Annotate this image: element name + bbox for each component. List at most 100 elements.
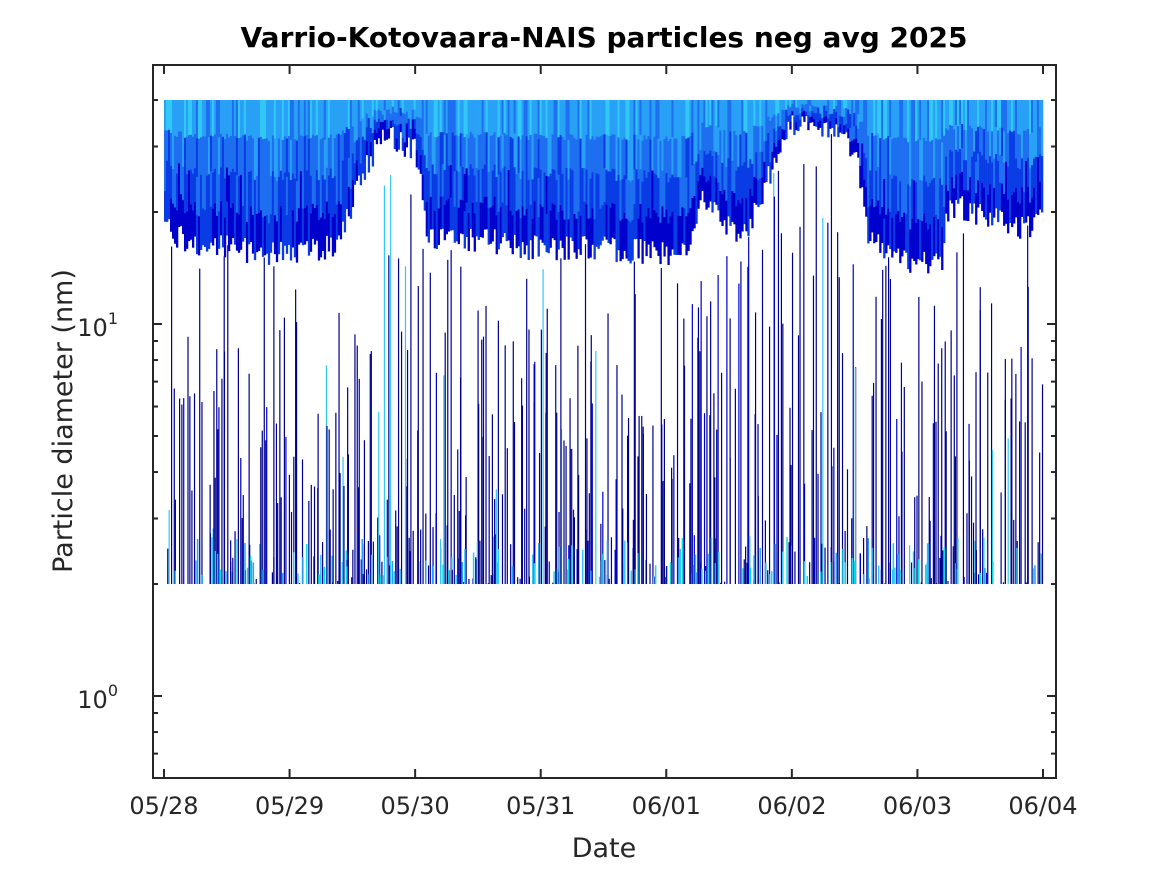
heatmap-cell	[365, 141, 369, 156]
heatmap-cell	[547, 214, 550, 254]
heatmap-cell	[943, 171, 946, 208]
heatmap-cell	[677, 215, 680, 255]
heatmap-cell	[851, 127, 854, 142]
heatmap-cell	[837, 100, 840, 110]
heatmap-cell	[541, 206, 544, 243]
heatmap-streak	[645, 493, 648, 585]
heatmap-cell	[217, 137, 221, 175]
heatmap-cell	[633, 100, 636, 136]
heatmap-streak	[410, 194, 412, 585]
heatmap-cell	[349, 159, 353, 190]
heatmap-cell	[865, 187, 868, 217]
heatmap-cell	[773, 100, 776, 115]
heatmap-cell	[805, 103, 808, 109]
heatmap-cell	[791, 100, 794, 105]
heatmap-cell	[195, 138, 199, 178]
heatmap-cell	[765, 140, 768, 162]
heatmap-streak	[399, 568, 402, 585]
heatmap-cell	[349, 188, 353, 219]
heatmap-cell	[169, 132, 173, 167]
heatmap-cell	[623, 100, 626, 139]
heatmap-streak	[174, 570, 176, 585]
heatmap-cell	[343, 100, 347, 134]
heatmap-cell	[485, 100, 488, 133]
heatmap-cell	[753, 125, 756, 152]
heatmap-cell	[597, 100, 600, 138]
heatmap-streak	[338, 312, 340, 585]
heatmap-cell	[935, 176, 938, 216]
heatmap-streak	[764, 520, 766, 585]
heatmap-cell	[459, 133, 462, 167]
heatmap-cell	[829, 100, 832, 108]
heatmap-cell	[307, 177, 311, 217]
heatmap-streak	[786, 537, 788, 585]
heatmap-streak	[351, 577, 353, 585]
heatmap-cell	[555, 100, 558, 141]
heatmap-cell	[301, 100, 305, 137]
heatmap-cell	[627, 180, 630, 221]
heatmap-cell	[737, 133, 740, 168]
heatmap-cell	[681, 207, 684, 244]
heatmap-cell	[233, 172, 237, 209]
heatmap-cell	[737, 100, 740, 134]
heatmap-streak	[889, 278, 892, 585]
heatmap-streak	[970, 476, 973, 585]
heatmap-cell	[1001, 183, 1004, 212]
heatmap-cell	[453, 135, 456, 172]
heatmap-cell	[555, 139, 558, 181]
heatmap-cell	[989, 128, 992, 157]
heatmap-cell	[539, 169, 542, 205]
heatmap-cell	[625, 100, 628, 140]
heatmap-cell	[435, 137, 438, 175]
heatmap-cell	[711, 128, 714, 157]
heatmap-cell	[397, 100, 401, 113]
heatmap-cell	[571, 100, 574, 136]
heatmap-cell	[221, 100, 225, 138]
heatmap-cell	[557, 174, 560, 213]
heatmap-cell	[215, 215, 219, 255]
heatmap-cell	[261, 100, 265, 140]
heatmap-cell	[761, 100, 764, 127]
heatmap-cell	[231, 134, 235, 170]
heatmap-streak	[310, 484, 312, 585]
heatmap-cell	[939, 217, 942, 257]
heatmap-cell	[441, 132, 444, 165]
heatmap-cell	[893, 137, 896, 176]
heatmap-streak	[694, 554, 697, 585]
heatmap-cell	[963, 100, 966, 131]
heatmap-cell	[819, 106, 822, 115]
heatmap-cell	[253, 139, 257, 181]
heatmap-cell	[333, 214, 337, 253]
heatmap-cell	[945, 128, 948, 158]
heatmap-cell	[841, 116, 844, 126]
heatmap-cell	[599, 172, 602, 210]
heatmap-cell	[953, 158, 956, 189]
heatmap-cell	[569, 168, 572, 204]
heatmap-cell	[541, 100, 544, 137]
heatmap-streak	[690, 418, 692, 585]
heatmap-streak	[479, 540, 481, 585]
heatmap-cell	[899, 100, 902, 142]
heatmap-streak	[249, 555, 252, 585]
heatmap-streak	[517, 577, 519, 585]
heatmap-cell	[687, 212, 690, 251]
heatmap-cell	[579, 100, 582, 140]
heatmap-cell	[931, 100, 934, 141]
heatmap-cell	[501, 202, 504, 238]
heatmap-cell	[789, 121, 792, 130]
heatmap-cell	[843, 125, 846, 135]
heatmap-streak	[293, 456, 295, 585]
heatmap-streak	[533, 364, 535, 585]
heatmap-cell	[301, 172, 305, 210]
heatmap-cell	[553, 169, 556, 206]
heatmap-cell	[635, 203, 638, 239]
heatmap-cell	[853, 100, 856, 114]
heatmap-cell	[567, 219, 570, 260]
heatmap-cell	[785, 109, 788, 120]
heatmap-cell	[575, 179, 578, 220]
heatmap-cell	[685, 216, 688, 256]
heatmap-cell	[261, 178, 265, 218]
heatmap-cell	[419, 136, 423, 156]
heatmap-cell	[303, 208, 307, 245]
heatmap-cell	[253, 219, 257, 261]
